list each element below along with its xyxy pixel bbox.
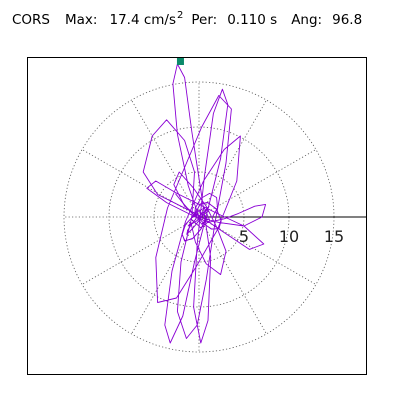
radial-tick-label-10: 10 bbox=[279, 227, 299, 246]
grid-spoke-30 bbox=[198, 149, 317, 218]
radial-tick-label-5: 5 bbox=[239, 227, 249, 246]
grid-spoke-300 bbox=[198, 216, 267, 335]
period-value: 0.110 s bbox=[227, 12, 278, 28]
grid-spoke-150 bbox=[81, 149, 200, 218]
grid-spoke-60 bbox=[198, 99, 267, 218]
grid-spoke-120 bbox=[131, 99, 200, 218]
orbit-trace-core bbox=[175, 192, 222, 242]
max-label: Max: bbox=[65, 12, 98, 28]
station-label: CORS bbox=[12, 12, 51, 28]
period-label: Per: bbox=[191, 12, 218, 28]
angle-value: 96.8 bbox=[332, 12, 363, 28]
angle-label: Ang: bbox=[291, 12, 323, 28]
max-unit-exponent: 2 bbox=[177, 10, 184, 21]
header: CORS Max: 17.4 cm/s 2 Per: 0.110 s Ang: … bbox=[12, 10, 363, 28]
grid-spoke-330 bbox=[198, 216, 317, 285]
grid-spoke-210 bbox=[81, 216, 200, 285]
radial-tick-label-15: 15 bbox=[324, 227, 344, 246]
grid-spoke-240 bbox=[131, 216, 200, 335]
plot-frame: 5 10 15 bbox=[27, 57, 367, 375]
max-value: 17.4 cm/s bbox=[109, 12, 176, 28]
orbit-trace bbox=[142, 63, 267, 344]
polar-chart: 5 10 15 bbox=[63, 58, 366, 353]
peak-marker bbox=[176, 58, 184, 66]
